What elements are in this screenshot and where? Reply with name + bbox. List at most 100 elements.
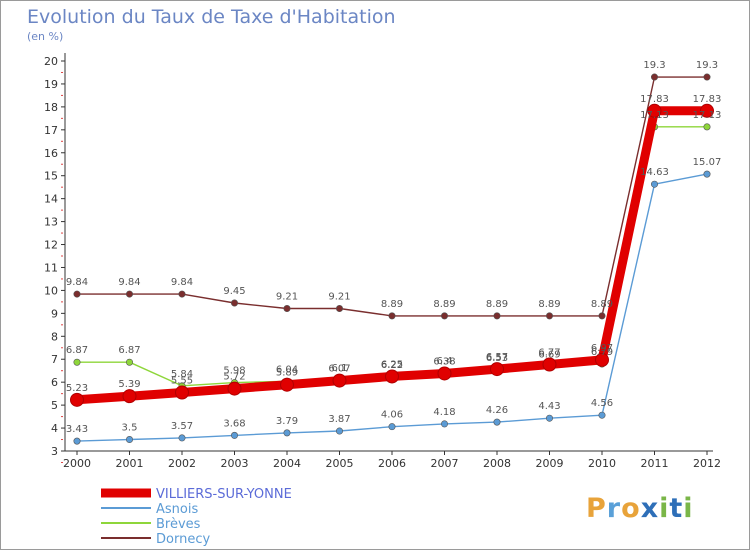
data-label: 6.22 [381,360,403,371]
data-point [73,437,81,445]
data-label: 5.23 [66,383,88,394]
data-label: 5.98 [223,366,245,377]
data-label: 4.43 [538,401,560,412]
data-point [703,123,711,131]
data-label: 8.89 [486,299,508,310]
data-label: 19.3 [696,60,718,71]
x-tick-label: 2005 [326,457,354,470]
data-label: 9.21 [276,292,298,303]
data-point [703,170,711,178]
x-tick-label: 2008 [483,457,511,470]
data-label: 17.13 [693,110,722,121]
data-point [283,429,291,437]
data-label: 17.13 [640,110,669,121]
x-tick-label: 2001 [116,457,144,470]
data-point [545,414,553,422]
legend-label: Brèves [156,517,201,532]
y-tick-label: 11 [44,261,58,274]
data-point [650,180,658,188]
data-label: 9.84 [66,277,88,288]
data-label: 6.38 [433,356,455,367]
data-point [126,436,134,444]
data-label: 6.25 [381,359,403,370]
data-label: 6.1 [332,363,348,374]
y-tick-label: 5 [51,399,58,412]
data-point [493,418,501,426]
data-point [542,357,557,372]
data-point [647,103,662,118]
data-point [332,373,347,388]
y-tick-label: 15 [44,170,58,183]
y-tick-label: 7 [51,353,58,366]
data-label: 4.06 [381,410,403,421]
y-tick-label: 8 [51,330,58,343]
data-point [490,362,504,377]
data-label: 3.79 [276,416,298,427]
data-label: 6.77 [538,348,560,359]
y-tick-label: 12 [44,239,58,252]
y-tick-label: 16 [44,147,58,160]
data-label: 8.89 [381,299,403,310]
legend-label: Asnois [156,502,198,517]
data-label: 9.84 [171,277,193,288]
data-label: 8.89 [538,299,560,310]
data-point [335,305,343,313]
y-tick-label: 10 [44,284,58,297]
data-point [700,103,714,118]
data-label: 4.26 [486,405,508,416]
y-tick-label: 19 [44,78,58,91]
data-label: 6.53 [486,353,508,364]
series-layer [70,73,714,445]
data-label: 5.89 [276,368,298,379]
data-labels-layer: 5.23 5.39 5.55 5.72 5.89 6.07 6.25 6.38 6.57 6.77… [66,60,721,435]
x-tick-label: 2000 [63,457,91,470]
x-tick-label: 2011 [641,457,669,470]
chart-subtitle: (en %) [27,30,64,43]
data-point [385,369,399,384]
y-tick-label: 9 [51,307,58,320]
data-point [595,352,609,367]
data-label: 6.07 [328,364,350,375]
data-point [598,312,606,320]
data-label: 19.3 [643,60,665,71]
x-tick-label: 2004 [273,457,301,470]
legend-label: Dornecy [156,532,210,547]
data-point [126,358,134,366]
y-tick-label: 18 [44,101,58,114]
data-point [388,423,396,431]
data-point [70,392,84,407]
x-tick-label: 2010 [588,457,616,470]
data-point [280,377,294,392]
data-label: 15.07 [693,157,722,168]
y-tick-label: 6 [51,376,58,389]
data-label: 6.04 [276,364,298,375]
data-label: 4.18 [433,407,455,418]
data-label: 9.84 [118,277,140,288]
data-label: 5.84 [171,369,193,380]
data-label: 6.87 [66,345,88,356]
data-label: 8.89 [591,299,613,310]
data-label: 14.63 [640,167,669,178]
data-label: 9.45 [223,286,245,297]
x-tick-label: 2012 [693,457,721,470]
x-tick-label: 2009 [536,457,564,470]
x-tick-label: 2002 [168,457,196,470]
x-tick-label: 2006 [378,457,406,470]
data-point [175,385,189,400]
data-label: 6.69 [538,349,560,360]
data-point [545,312,553,320]
data-point [283,305,291,313]
data-label: 6.4 [437,356,453,367]
x-tick-label: 2007 [431,457,459,470]
y-tick-label: 14 [44,193,58,206]
data-label: 5.39 [118,379,140,390]
data-label: 5.55 [171,376,193,387]
data-point [122,389,137,404]
data-label: 3.57 [171,421,193,432]
data-label: 6.79 [591,347,613,358]
data-point [335,427,343,435]
data-label: 4.56 [591,398,613,409]
x-tick-label: 2003 [221,457,249,470]
data-point [126,290,134,298]
